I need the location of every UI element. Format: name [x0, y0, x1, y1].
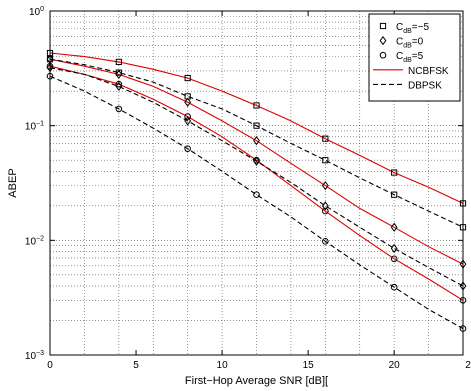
data-point-diamond: [253, 136, 260, 146]
data-point-circle: [379, 51, 387, 59]
legend-label: CdB=0: [396, 37, 424, 50]
x-tick-label: 10: [217, 360, 229, 371]
data-point-diamond: [390, 222, 398, 232]
y-tick-label: 10−1: [25, 121, 44, 133]
x-tick-label: 20: [389, 360, 401, 371]
data-point-square: [115, 58, 122, 65]
data-point-diamond: [390, 243, 398, 254]
data-point-circle: [115, 80, 123, 88]
data-point-diamond: [321, 180, 329, 191]
axis-ticks: 0 5 10 15 20 2 10−3 10−2 10−1 100: [25, 6, 471, 371]
x-tick-label: 15: [303, 360, 315, 371]
plot-frame: [49, 10, 464, 356]
legend-label: NCBFSK: [408, 66, 449, 77]
series-line: [49, 67, 464, 287]
data-point-diamond: [253, 156, 260, 166]
data-point-diamond: [379, 35, 387, 46]
data-point-square: [184, 74, 191, 82]
data-point-circle: [390, 255, 398, 263]
data-point-square: [184, 93, 191, 100]
series-line: [49, 65, 464, 301]
series-line: [49, 58, 464, 265]
data-point-circle: [322, 238, 329, 245]
data-point-square: [391, 191, 398, 198]
data-point-circle: [390, 283, 398, 291]
data-point-circle: [184, 145, 191, 152]
data-point-diamond: [184, 116, 192, 126]
x-tick-label: 0: [47, 360, 53, 371]
data-point-square: [379, 22, 387, 30]
data-point-square: [115, 69, 122, 76]
y-tick-label: 10−2: [25, 235, 44, 247]
data-point-circle: [115, 105, 123, 113]
data-point-square: [391, 169, 398, 176]
data-point-circle: [184, 113, 191, 120]
series-line: [49, 58, 464, 228]
series-line: [49, 52, 464, 204]
data-point-diamond: [321, 201, 329, 211]
data-point-square: [322, 157, 329, 164]
x-tick-label: 2: [465, 360, 471, 371]
data-point-diamond: [184, 97, 192, 107]
data-point-circle: [322, 207, 329, 215]
legend-label: DBPSK: [408, 80, 442, 91]
data-point-square: [253, 122, 260, 129]
data-point-circle: [253, 191, 260, 199]
series-dbpsk-diamond: [46, 63, 467, 291]
series-dbpsk-circle: [46, 72, 467, 332]
legend-label: CdB=−5: [396, 22, 429, 35]
x-axis-title: First−Hop Average SNR [dB][: [185, 375, 328, 387]
data-point-diamond: [115, 81, 123, 92]
x-tick-label: 5: [133, 360, 139, 371]
legend-label: CdB=5: [396, 51, 424, 64]
y-tick-label: 100: [29, 6, 44, 18]
series-line: [49, 75, 464, 330]
y-tick-label: 10−3: [25, 350, 44, 362]
data-point-square: [322, 135, 329, 142]
data-point-square: [253, 102, 260, 109]
y-axis-title: ABEP: [7, 168, 19, 197]
series-layer: [46, 49, 467, 332]
